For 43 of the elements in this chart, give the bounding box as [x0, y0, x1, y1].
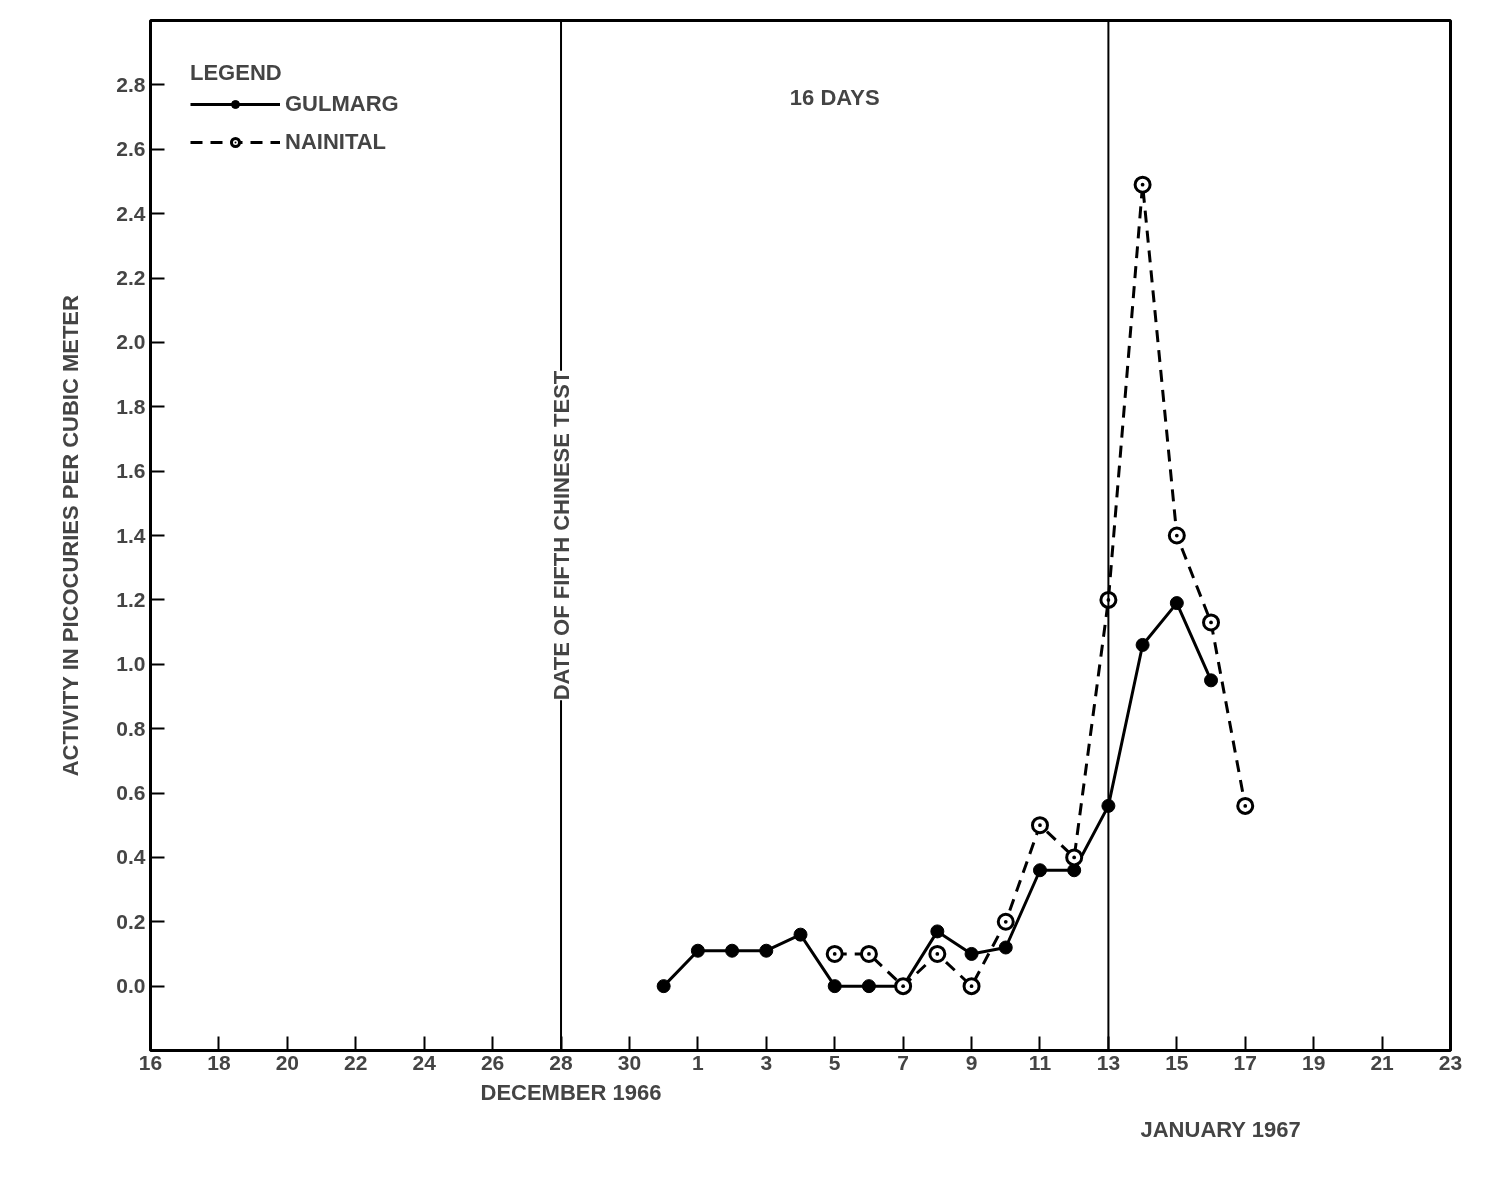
- y-tick-label: 1.4: [116, 523, 146, 547]
- y-tick-label: 1.2: [116, 587, 146, 611]
- x-tick-label: 9: [965, 1050, 978, 1074]
- legend-label: GULMARG: [285, 91, 399, 117]
- x-tick-label: 19: [1301, 1050, 1326, 1074]
- y-tick-label: 1.6: [116, 459, 146, 483]
- x-tick-label: 1: [692, 1050, 705, 1074]
- x-tick-label: 15: [1165, 1050, 1189, 1074]
- annotation: 16 DAYS: [789, 85, 880, 111]
- x-tick-label: 18: [207, 1050, 231, 1074]
- x-tick-label: 21: [1370, 1050, 1395, 1074]
- x-tick-label: 23: [1438, 1050, 1463, 1074]
- ref-line-label: DATE OF FIFTH CHINESE TEST: [548, 370, 574, 701]
- x-tick-label: 24: [412, 1050, 437, 1074]
- x-tick-label: 20: [275, 1050, 300, 1074]
- y-tick-label: 2.2: [116, 266, 146, 289]
- legend-label: NAINITAL: [285, 129, 387, 155]
- y-tick-label: 0.8: [116, 716, 146, 740]
- x-tick-label: 17: [1233, 1050, 1257, 1074]
- x-tick-label: 7: [897, 1050, 909, 1074]
- y-axis-title: ACTIVITY IN PICOCURIES PER CUBIC METER: [58, 294, 84, 777]
- x-tick-label: 16: [138, 1050, 163, 1074]
- y-tick-label: 2.8: [116, 72, 146, 96]
- y-tick-label: 0.0: [116, 974, 146, 998]
- y-tick-label: 2.4: [116, 201, 146, 225]
- y-tick-label: 1.8: [116, 394, 146, 418]
- text: JANUARY 1967: [1140, 1116, 1301, 1142]
- y-tick-label: 0.4: [116, 845, 146, 869]
- x-tick-label: 22: [344, 1050, 368, 1074]
- x-tick-label: 3: [760, 1050, 773, 1074]
- x-tick-label: 11: [1028, 1050, 1052, 1074]
- x-tick-label: 30: [617, 1050, 642, 1074]
- y-tick-label: 2.6: [116, 137, 146, 161]
- y-tick-label: 0.2: [116, 909, 146, 933]
- x-tick-label: 26: [480, 1050, 505, 1074]
- x-tick-label: 28: [549, 1050, 574, 1074]
- legend-title: LEGEND: [190, 60, 283, 86]
- x-axis-title: DECEMBER 1966: [480, 1079, 662, 1105]
- y-tick-label: 1.0: [116, 652, 146, 676]
- x-tick-label: 13: [1096, 1050, 1121, 1074]
- y-tick-label: 2.0: [116, 330, 146, 354]
- x-tick-label: 5: [828, 1050, 841, 1074]
- y-tick-label: 0.6: [116, 781, 146, 804]
